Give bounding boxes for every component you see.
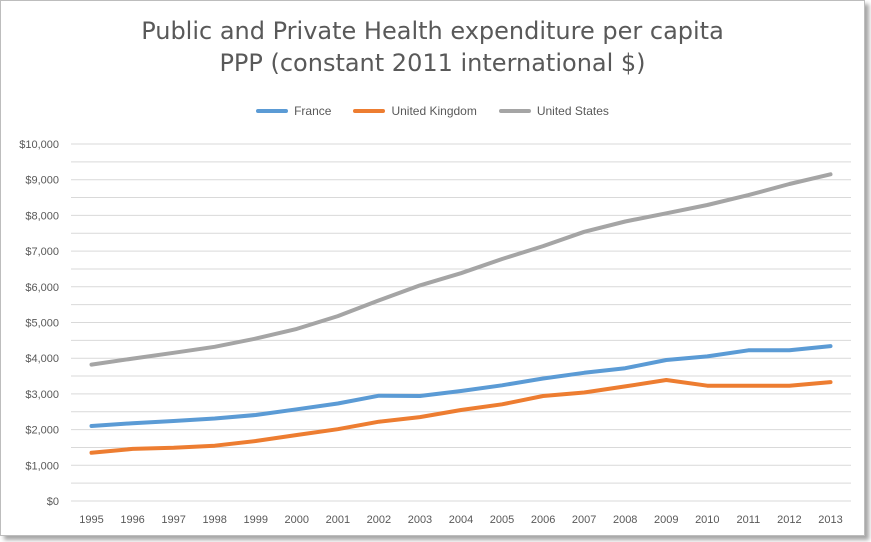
x-tick-label: 1996 (120, 514, 144, 526)
y-tick-label: $10,000 (19, 139, 59, 151)
x-tick-label: 2011 (737, 514, 761, 526)
x-tick-label: 2012 (777, 514, 801, 526)
legend-swatch (498, 109, 531, 113)
y-tick-label: $3,000 (25, 389, 59, 401)
y-tick-label: $6,000 (25, 282, 59, 294)
x-tick-label: 2010 (695, 514, 719, 526)
chart-legend: France United Kingdom United States (1, 104, 864, 118)
legend-item-france: France (256, 104, 331, 118)
legend-swatch (256, 109, 289, 113)
x-tick-label: 1998 (202, 514, 226, 526)
legend-swatch (353, 109, 386, 113)
chart-title: Public and Private Health expenditure pe… (1, 15, 864, 79)
x-tick-label: 2008 (613, 514, 637, 526)
series-line-france (89, 344, 833, 428)
x-tick-label: 2007 (572, 514, 596, 526)
x-tick-label: 2001 (326, 514, 350, 526)
plot-area: $0 $1,000 $2,000 $3,000 $4,000 $5,000 $6,000 $7… (19, 139, 851, 526)
x-tick-label: 1995 (79, 514, 103, 526)
y-tick-label: $7,000 (25, 246, 59, 258)
x-tick-label: 2009 (654, 514, 678, 526)
x-tick-label: 2013 (818, 514, 842, 526)
y-tick-label: $5,000 (25, 318, 59, 330)
legend-label: France (294, 104, 332, 118)
x-tick-label: 2006 (531, 514, 555, 526)
x-tick-label: 1999 (243, 514, 267, 526)
legend-label: United Kingdom (391, 104, 477, 118)
x-tick-label: 2005 (490, 514, 514, 526)
y-tick-label: $4,000 (25, 353, 59, 365)
legend-label: United States (536, 104, 609, 118)
x-tick-label: 2003 (408, 514, 432, 526)
x-tick-label: 2002 (367, 514, 391, 526)
legend-item-united-states: United States (498, 104, 609, 118)
series-line-united-states (89, 172, 833, 367)
y-tick-label: $8,000 (25, 210, 59, 222)
x-tick-label: 2004 (449, 514, 473, 526)
y-tick-label: $0 (47, 496, 59, 508)
y-tick-label: $9,000 (25, 175, 59, 187)
legend-item-united-kingdom: United Kingdom (353, 104, 477, 118)
chart-title-line1: Public and Private Health expenditure pe… (141, 17, 724, 45)
x-tick-label: 1997 (161, 514, 185, 526)
x-tick-label: 2000 (285, 514, 309, 526)
series-line-united-kingdom (89, 378, 833, 455)
chart-title-line2: PPP (constant 2011 international $) (219, 49, 646, 77)
y-tick-label: $2,000 (25, 425, 59, 437)
y-tick-label: $1,000 (25, 460, 59, 472)
